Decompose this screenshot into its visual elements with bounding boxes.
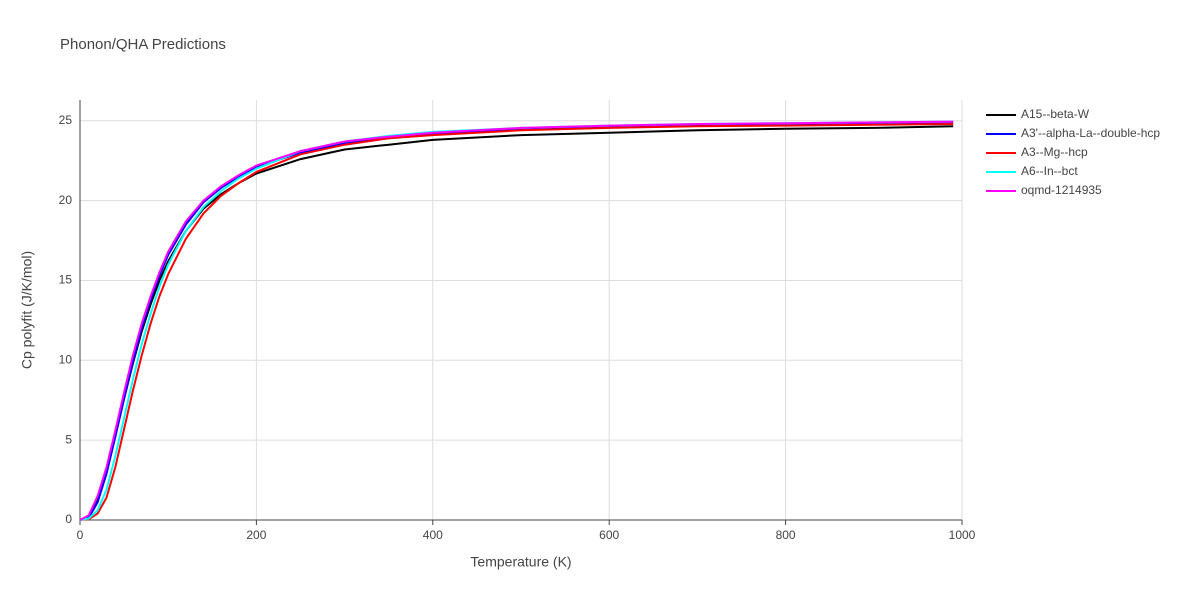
legend-label: A6--In--bct	[1021, 164, 1078, 178]
x-axis-title: Temperature (K)	[470, 554, 571, 570]
series-line	[79, 120, 954, 521]
legend-label: A3--Mg--hcp	[1021, 145, 1088, 159]
y-tick-label: 20	[59, 193, 73, 207]
series-line	[79, 121, 954, 521]
y-tick-label: 10	[59, 352, 73, 366]
x-tick-label: 1000	[949, 528, 976, 542]
x-tick-label: 200	[246, 528, 266, 542]
legend-label: A15--beta-W	[1021, 107, 1090, 121]
y-axis-title: Cp polyfit (J/K/mol)	[19, 251, 35, 369]
x-tick-label: 0	[77, 528, 84, 542]
series-line	[79, 125, 954, 521]
x-tick-label: 800	[776, 528, 796, 542]
legend-label: A3'--alpha-La--double-hcp	[1021, 126, 1160, 140]
series-line	[79, 123, 954, 521]
chart-title: Phonon/QHA Predictions	[60, 36, 226, 53]
series-line	[79, 120, 954, 521]
x-tick-label: 400	[423, 528, 443, 542]
legend-label: oqmd-1214935	[1021, 183, 1102, 197]
y-tick-label: 25	[59, 113, 73, 127]
x-tick-label: 600	[599, 528, 619, 542]
y-tick-label: 15	[59, 273, 73, 287]
y-tick-label: 5	[65, 432, 72, 446]
y-tick-label: 0	[65, 512, 72, 526]
